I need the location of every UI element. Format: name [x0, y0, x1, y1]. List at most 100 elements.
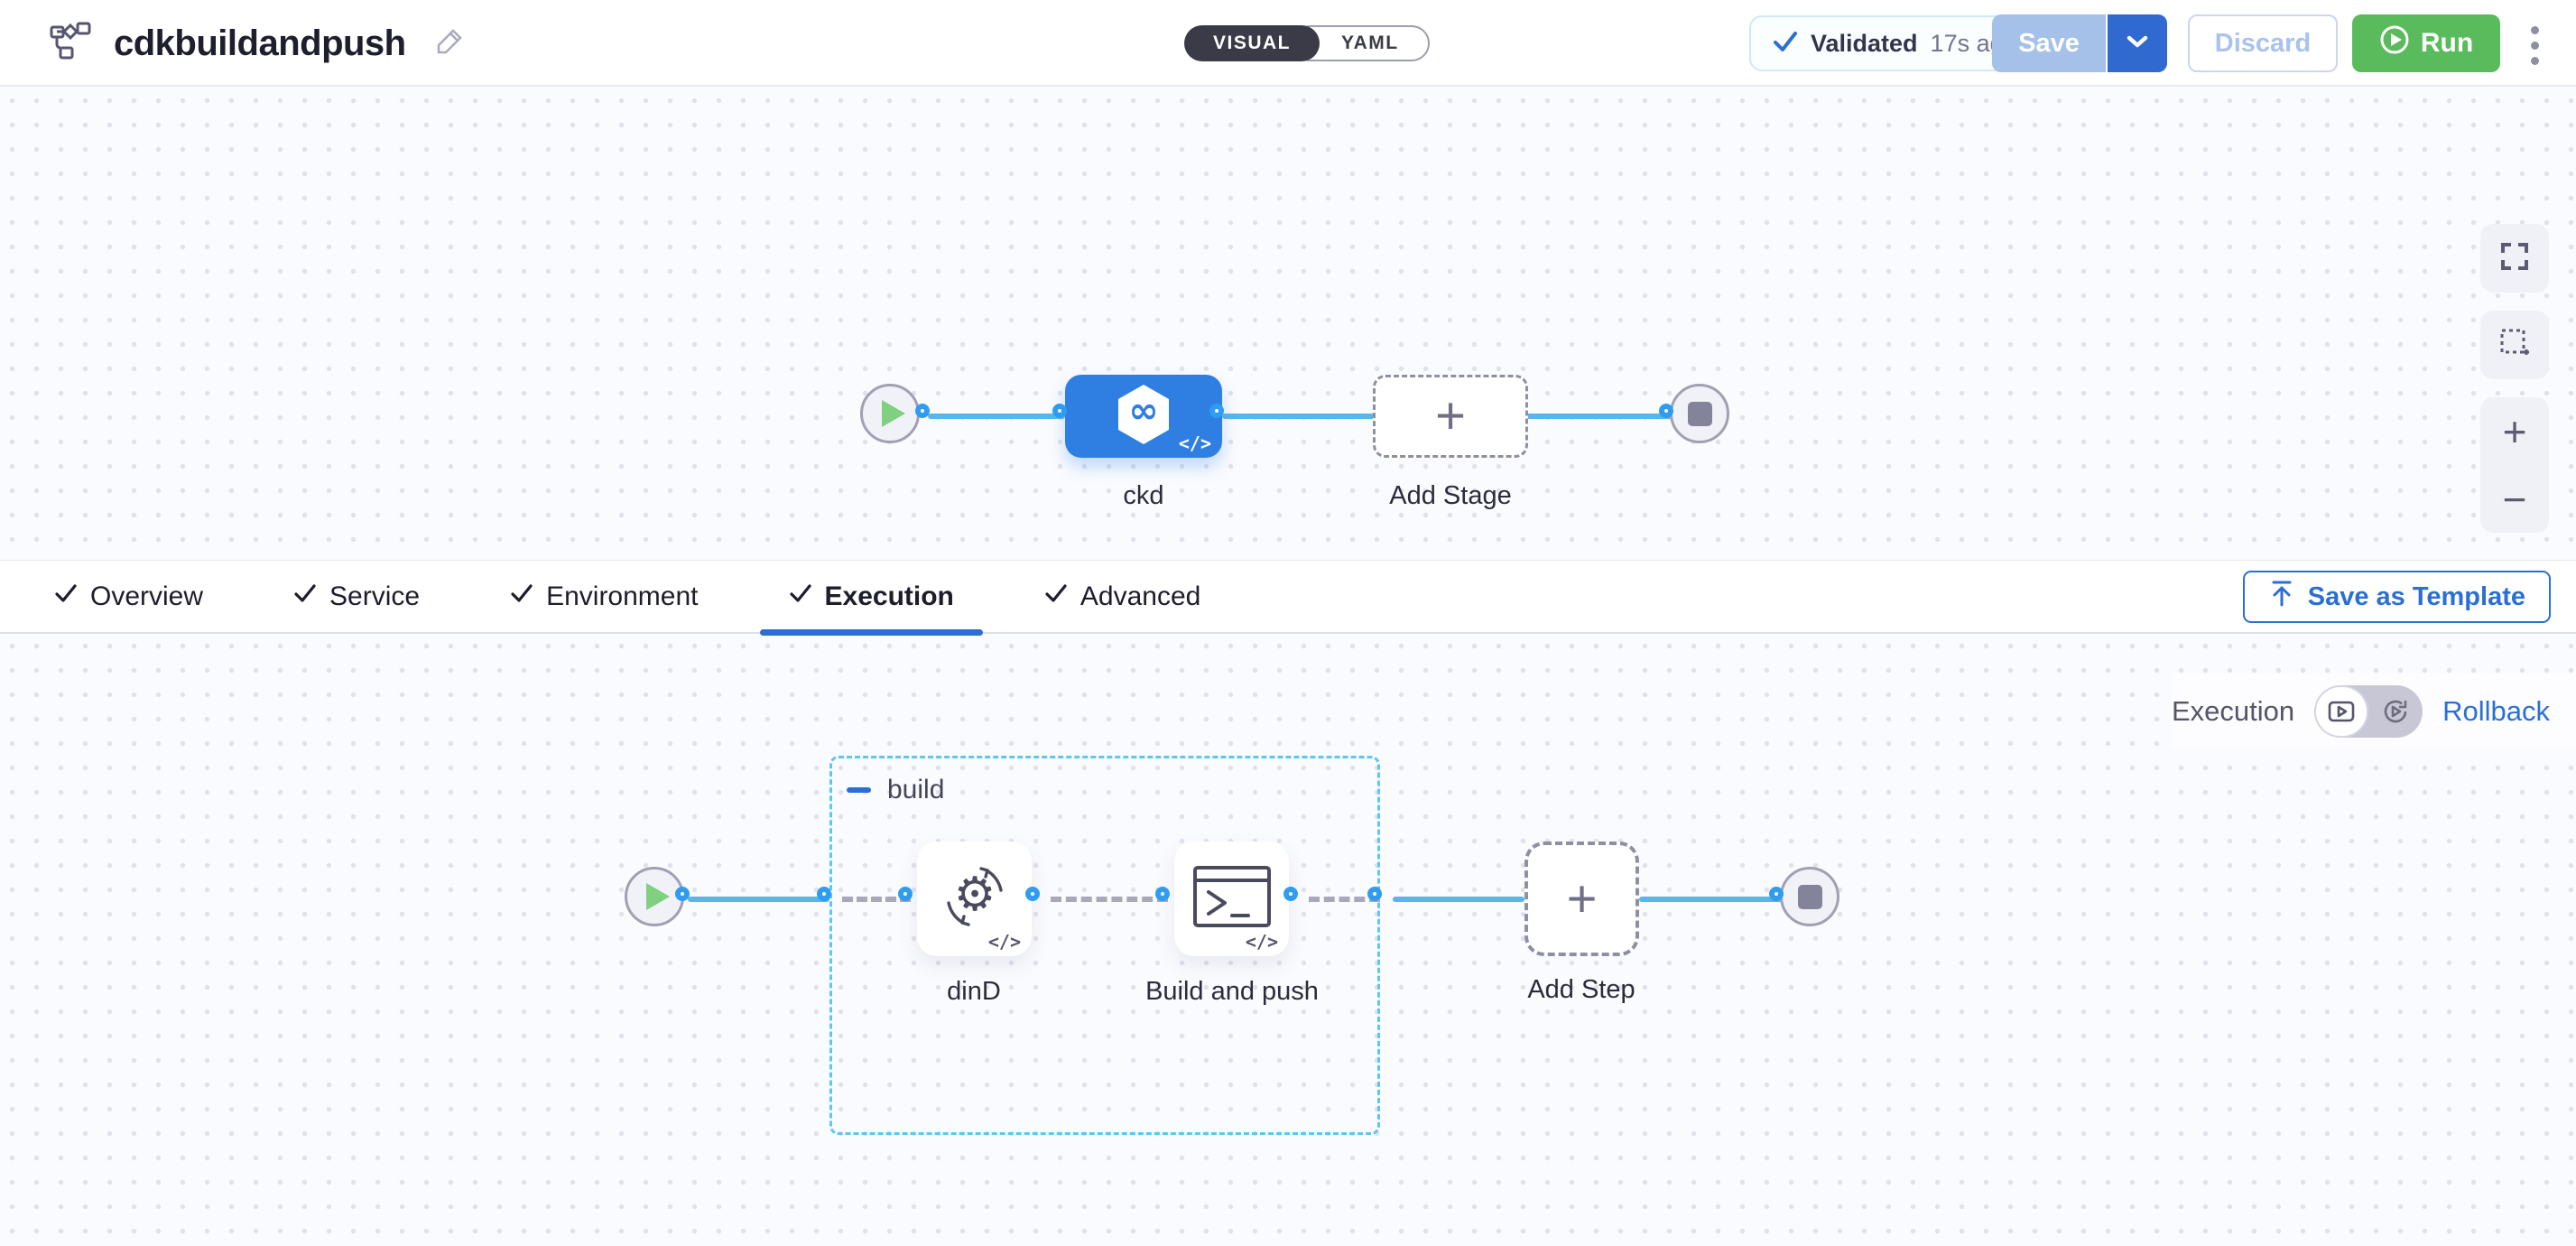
tab-label: Service	[329, 581, 421, 611]
node-port	[675, 887, 690, 901]
save-dropdown-button[interactable]	[2108, 14, 2167, 72]
run-label: Run	[2420, 28, 2474, 58]
node-port	[1155, 887, 1170, 901]
tab-environment[interactable]: Environment	[496, 560, 712, 634]
tab-overview[interactable]: Overview	[40, 560, 218, 634]
connector-dashed	[1309, 897, 1380, 902]
rollback-view-button[interactable]	[2368, 685, 2423, 738]
gear-sync-icon: ⚙	[936, 858, 1014, 940]
terminal-icon	[1191, 863, 1274, 934]
chevron-down-icon	[2126, 33, 2149, 54]
discard-button[interactable]: Discard	[2188, 14, 2338, 72]
check-icon	[1044, 581, 1068, 612]
node-port	[1052, 404, 1067, 418]
start-play-icon	[646, 883, 670, 910]
execution-canvas: Execution Rollback	[0, 634, 2576, 1246]
upload-icon	[2268, 579, 2295, 615]
check-icon	[293, 581, 317, 612]
rollback-label[interactable]: Rollback	[2442, 695, 2551, 727]
start-node	[860, 384, 920, 443]
tab-service[interactable]: Service	[279, 560, 434, 634]
code-badge: </>	[1178, 432, 1211, 454]
connector-line	[928, 414, 1065, 419]
visual-tab[interactable]: VISUAL	[1184, 25, 1320, 61]
tab-label: Execution	[824, 581, 954, 611]
validated-label: Validated	[1811, 29, 1918, 57]
validated-badge[interactable]: Validated 17s ago	[1749, 15, 2041, 71]
run-button[interactable]: Run	[2352, 14, 2500, 72]
marquee-select-button[interactable]	[2480, 311, 2549, 379]
zoom-out-button[interactable]: −	[2502, 475, 2527, 523]
stage-tabs: Overview Service Environment Execution A…	[0, 560, 2576, 636]
marquee-select-icon	[2498, 327, 2531, 364]
execution-view-icon	[2328, 701, 2355, 722]
execution-mode-row: Execution Rollback	[2172, 674, 2576, 749]
tab-label: Overview	[90, 581, 204, 611]
check-icon	[54, 581, 78, 612]
page-title: cdkbuildandpush	[114, 23, 406, 63]
start-play-icon	[882, 400, 905, 427]
check-icon	[789, 581, 812, 612]
kebab-menu-icon[interactable]	[2516, 20, 2553, 70]
stop-icon	[1687, 401, 1712, 426]
node-port	[1769, 887, 1784, 901]
header-bar: cdkbuildandpush VISUAL YAML Validated 17…	[0, 0, 2576, 87]
svg-text:∞: ∞	[1128, 390, 1158, 432]
save-split-button: Save	[1992, 14, 2167, 72]
save-as-template-button[interactable]: Save as Template	[2242, 571, 2551, 623]
tab-label: Environment	[546, 581, 699, 611]
add-step-label: Add Step	[1527, 975, 1635, 1004]
connector-line	[1393, 897, 1524, 902]
connector-dashed	[842, 897, 911, 902]
connector-dashed	[1051, 897, 1168, 902]
group-name-label: build	[887, 775, 945, 804]
plus-icon: +	[1435, 386, 1466, 445]
edit-pencil-icon[interactable]	[433, 25, 466, 62]
node-port	[1659, 404, 1673, 418]
pipeline-icon	[49, 20, 92, 68]
node-port	[1025, 887, 1040, 901]
zoom-in-button[interactable]: +	[2502, 407, 2527, 455]
check-icon	[510, 581, 533, 612]
execution-view-button[interactable]	[2314, 685, 2369, 738]
add-step-button[interactable]: +	[1524, 842, 1639, 956]
node-port	[1367, 887, 1382, 901]
code-badge: </>	[987, 931, 1021, 953]
stage-hexagon-icon: ∞	[1114, 382, 1173, 451]
node-port	[1283, 887, 1298, 901]
save-button[interactable]: Save	[1992, 14, 2108, 72]
svg-text:⚙: ⚙	[953, 868, 996, 922]
plus-icon: +	[1566, 869, 1598, 928]
step-node-dind[interactable]: ⚙ </>	[917, 842, 1032, 956]
collapse-group-icon[interactable]	[847, 787, 871, 793]
execution-rollback-toggle	[2314, 685, 2423, 738]
node-port	[915, 404, 930, 418]
stage-canvas: ∞ </> + ckd Add Stage	[0, 88, 2576, 560]
end-node	[1780, 867, 1839, 926]
connector-line	[1639, 897, 1782, 902]
tab-label: Advanced	[1080, 581, 1201, 611]
rollback-view-icon	[2384, 700, 2407, 723]
fullscreen-icon	[2499, 241, 2530, 276]
stage-node-ckd[interactable]: ∞ </>	[1065, 375, 1222, 458]
execution-mode-label: Execution	[2172, 695, 2295, 727]
step-name-label: dinD	[947, 977, 1001, 1006]
step-group-build	[829, 756, 1380, 1135]
add-stage-button[interactable]: +	[1373, 375, 1528, 458]
stop-icon	[1797, 884, 1822, 909]
check-icon	[1773, 29, 1798, 59]
node-port	[898, 887, 913, 901]
connector-line	[688, 897, 829, 902]
node-port	[1209, 404, 1224, 418]
fullscreen-button[interactable]	[2480, 224, 2549, 293]
step-name-label: Build and push	[1145, 977, 1319, 1006]
save-as-template-label: Save as Template	[2307, 581, 2525, 611]
run-play-icon	[2379, 24, 2410, 62]
code-badge: </>	[1245, 931, 1278, 953]
end-node	[1670, 384, 1729, 443]
zoom-controls: + −	[2480, 397, 2549, 533]
step-node-build-and-push[interactable]: </>	[1174, 842, 1289, 956]
tab-advanced[interactable]: Advanced	[1030, 560, 1215, 634]
tab-execution[interactable]: Execution	[759, 560, 984, 636]
